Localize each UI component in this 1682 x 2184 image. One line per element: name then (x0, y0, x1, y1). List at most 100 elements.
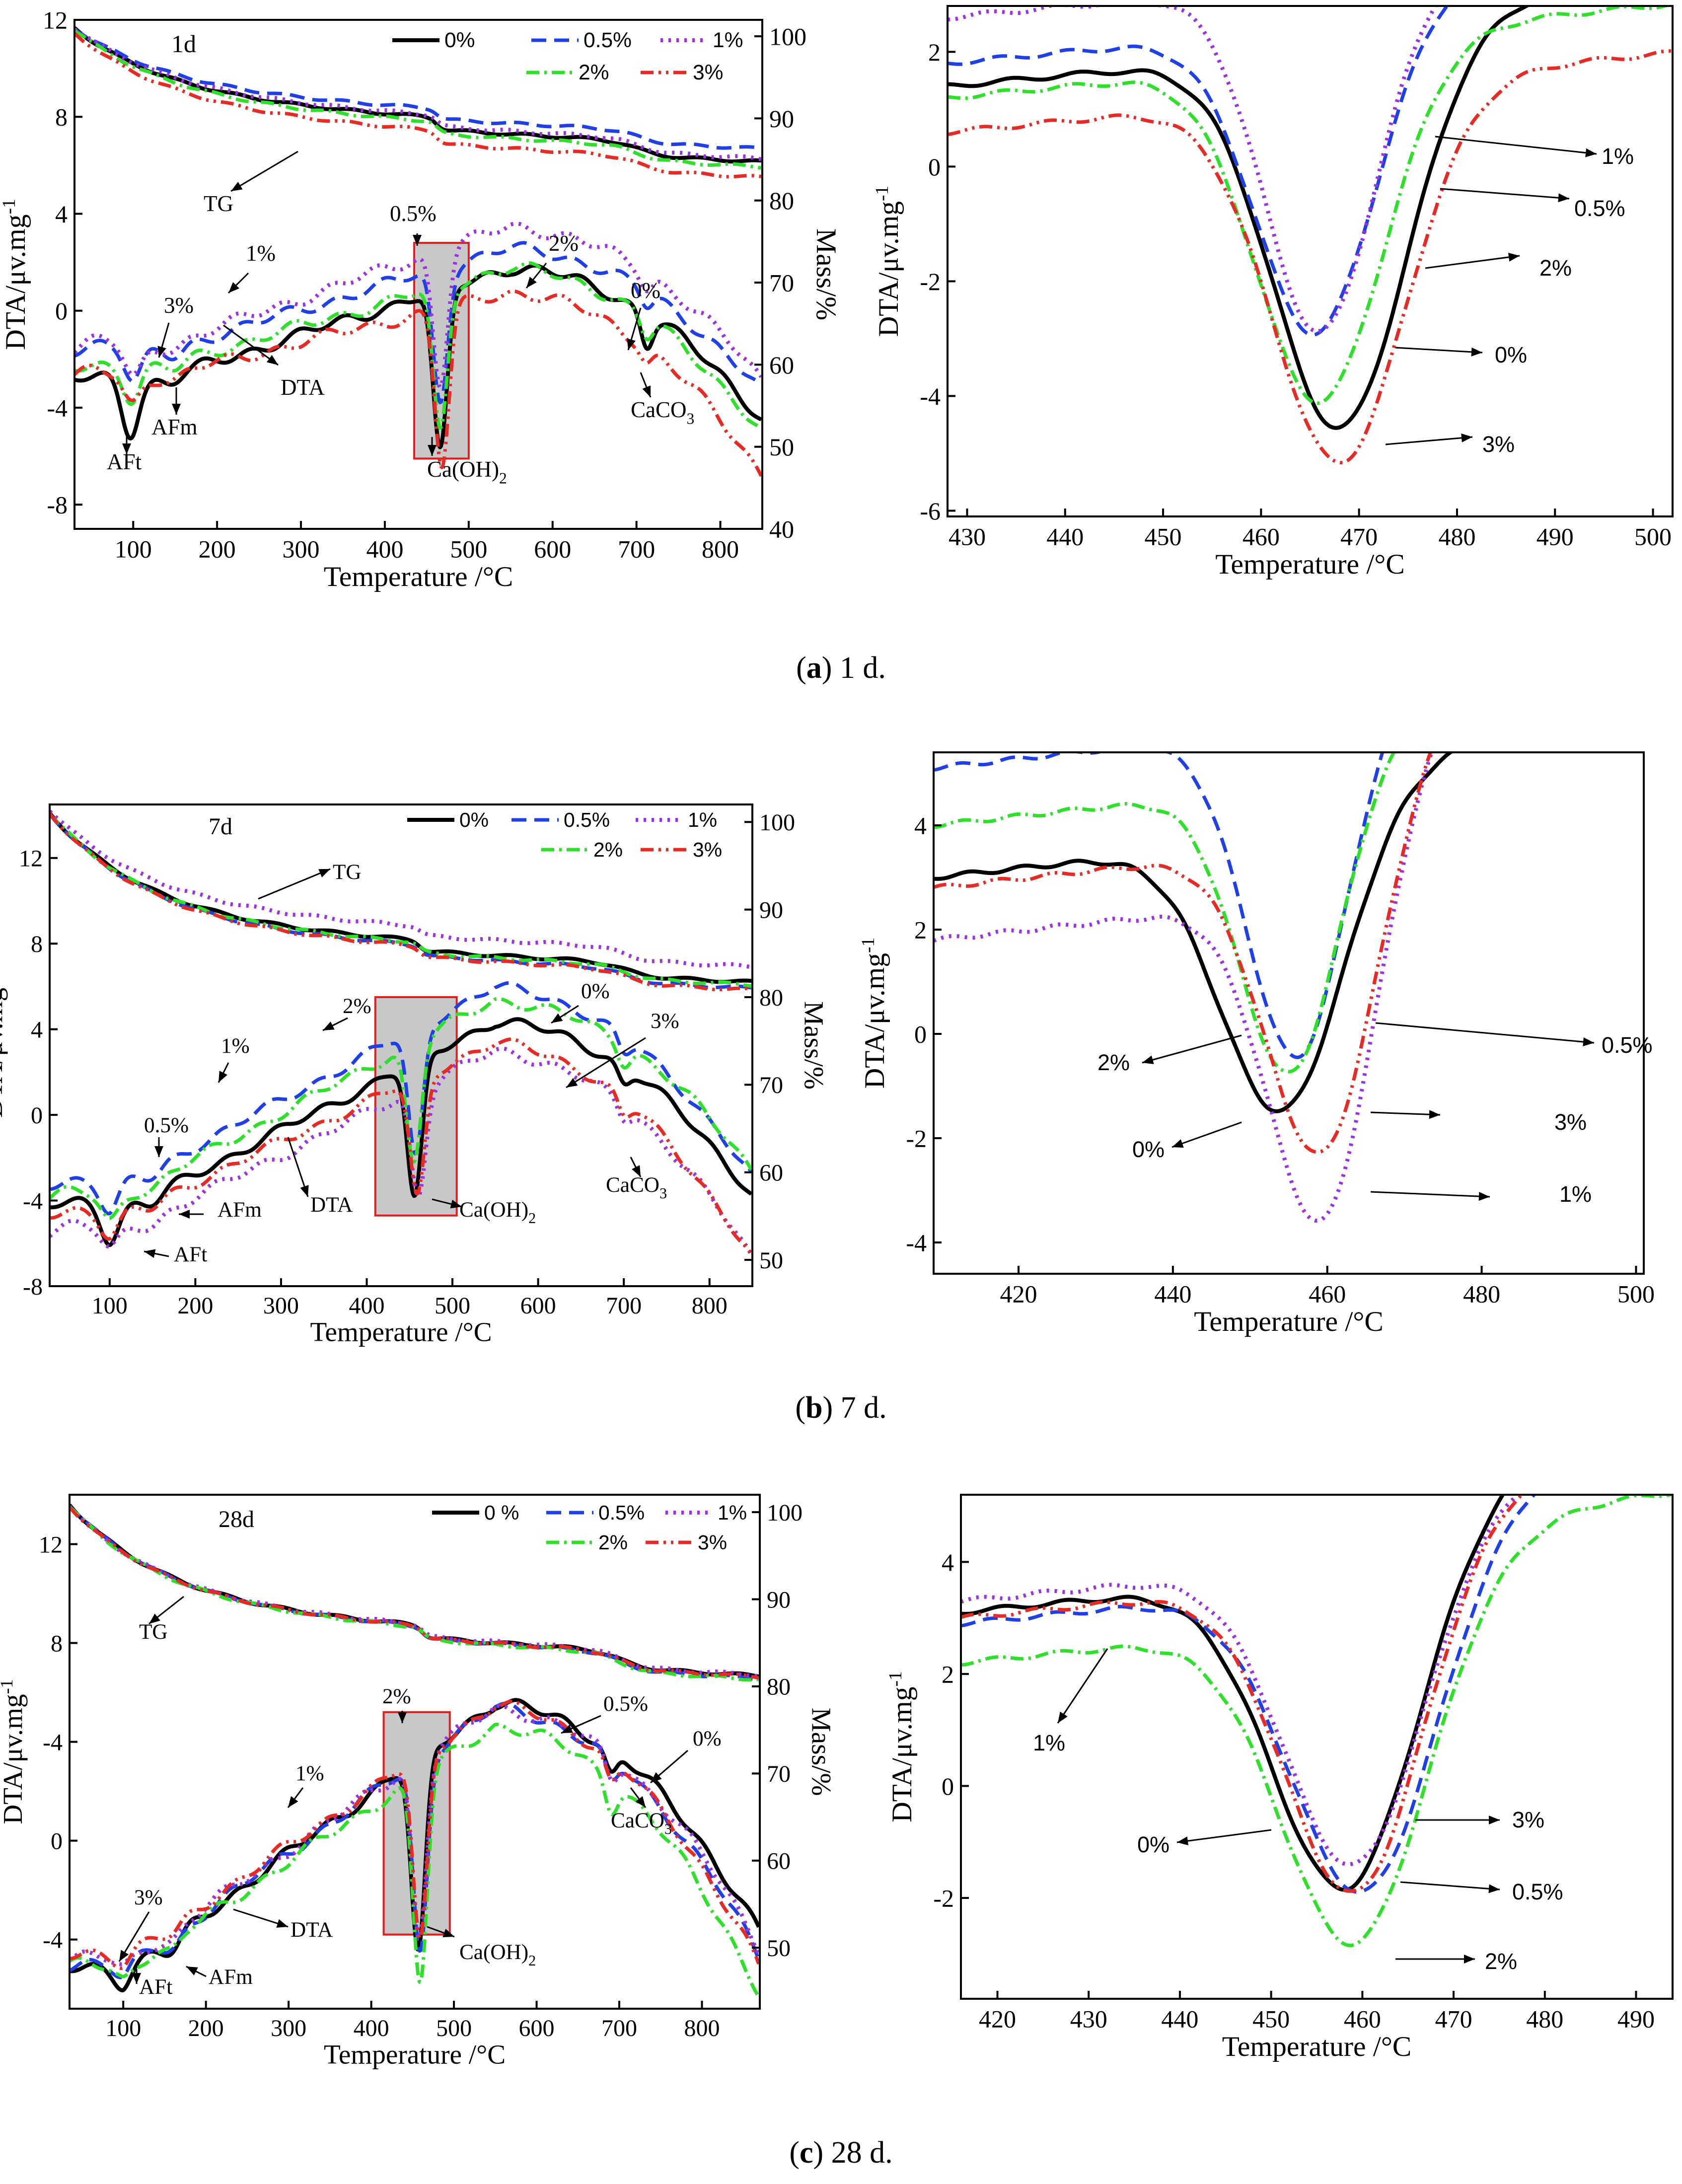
series-line-s3 (70, 1506, 760, 1680)
annotation-label: 3% (1482, 432, 1515, 457)
plot-frame (69, 1494, 761, 2010)
chart-title: 1d (171, 30, 196, 58)
annotation-label: 2% (549, 231, 579, 256)
legend-label: 2% (593, 838, 623, 861)
annotation-arrow (287, 1137, 309, 1197)
legend-label: 3% (698, 1531, 727, 1554)
y2-axis-label: Mass/% (799, 1001, 829, 1090)
annotation-arrow (551, 1005, 579, 1024)
y2-tick-label: 90 (769, 105, 794, 133)
chart-panel-b-main: 100 200 300 400 500 600 700 800 -8 -4 0 4 8 12 50 60 70 8… (0, 803, 829, 1347)
chart-title: 7d (209, 813, 232, 840)
series-line-s0 (934, 752, 1454, 1113)
annotation-arrow (118, 1911, 150, 1962)
series-line-s2 (70, 1505, 760, 1682)
annotation-arrow (413, 233, 422, 246)
annotation-arrow (186, 1966, 207, 1977)
annotation-label: Ca(OH)2 (459, 1941, 536, 1969)
annotation-arrow (640, 372, 652, 398)
annotation-label: 1% (295, 1762, 324, 1785)
x-tick-label: 480 (1463, 1280, 1500, 1308)
annotation-arrow (148, 1596, 184, 1625)
annotation-arrow (650, 1749, 688, 1784)
y-tick-label: -4 (43, 1729, 63, 1755)
series-group (961, 1495, 1673, 1948)
annotation-label: 0% (1137, 1832, 1170, 1857)
series-line-s2 (74, 29, 762, 170)
series-line-s1 (70, 1703, 760, 1966)
series-line-s2 (50, 997, 752, 1220)
y-tick-label: 2 (942, 1660, 954, 1688)
series-line-s05 (50, 981, 752, 1216)
x-axis-label: Temperature /°C (324, 561, 513, 592)
y-tick-label: -4 (906, 1229, 927, 1257)
highlight-region (374, 996, 458, 1217)
legend-label: 0% (459, 808, 489, 831)
annotation-label: AFt (174, 1243, 207, 1266)
y-axis-label: DTA/μv.mg-1 (858, 938, 890, 1089)
series-line-s3 (50, 1037, 752, 1255)
series-line-s0 (948, 6, 1531, 430)
annotation-arrow (1415, 1816, 1500, 1824)
annotation-label: 2% (1097, 1050, 1130, 1075)
y2-tick-label: 100 (759, 809, 795, 836)
y-tick-label: 4 (55, 200, 68, 228)
annotation-arrow (1171, 1121, 1242, 1148)
plot-frame (73, 19, 763, 530)
x-tick-label: 440 (1046, 523, 1084, 551)
y2-tick-label: 40 (769, 515, 794, 543)
series-line-s3 (961, 1495, 1524, 1893)
y2-tick-label: 90 (759, 897, 783, 923)
series-line-s1 (74, 27, 762, 161)
annotation-arrow (1440, 188, 1570, 203)
series-line-s05 (74, 27, 762, 150)
x-axis-label: Temperature /°C (1215, 549, 1404, 580)
plot-frame (947, 5, 1674, 517)
annotation-arrow (1370, 1110, 1441, 1119)
highlight-region (413, 242, 470, 460)
series-line-s05 (70, 1505, 760, 1682)
series-line-s3 (74, 289, 762, 477)
annotation-label: DTA (291, 1918, 333, 1942)
y-tick-label: 8 (55, 103, 68, 131)
annotation-arrow (525, 263, 547, 289)
x-tick-label: 460 (1309, 1280, 1346, 1308)
annotation-label: 0.5% (390, 201, 437, 226)
annotation-arrow (427, 1926, 455, 1938)
annotation-arrow (1395, 347, 1483, 357)
y-tick-label: 4 (942, 1548, 954, 1576)
annotation-label: 1% (1602, 144, 1634, 169)
annotation-arrow (230, 150, 298, 192)
y-tick-label: 8 (31, 931, 43, 957)
annotation-label: 0% (693, 1727, 722, 1750)
x-tick-label: 600 (520, 1293, 556, 1319)
chart-panel-a-zoom: 430 440 450 460 470 480 490 500 -6 -4 -2 0 2 Temperat… (872, 5, 1674, 580)
annotation-label: 3% (1554, 1109, 1587, 1135)
chart-panel-a-main: 100 200 300 400 500 600 700 800 -8 -4 0 4 8 12 40 50 60 7… (0, 6, 842, 593)
annotation-label: AFm (218, 1198, 262, 1222)
chart-panel-b-zoom: 420 440 460 480 500 -4 -2 0 2 4 Temperature /°C DTA… (858, 751, 1655, 1337)
annotation-label: TG (139, 1620, 168, 1644)
series-line-s0 (50, 811, 752, 984)
annotation-arrow (630, 1157, 642, 1177)
y2-tick-label: 50 (769, 433, 794, 461)
legend-label: 0.5% (564, 808, 610, 831)
series-line-s3 (50, 812, 752, 992)
caption-b: (b) 7 d. (795, 1391, 887, 1425)
annotation-label: 0.5% (1602, 1032, 1653, 1058)
x-tick-label: 440 (1154, 1280, 1191, 1308)
annotation-label: 0.5% (1574, 196, 1625, 221)
series-line-s2 (961, 1495, 1673, 1948)
x-tick-label: 430 (949, 523, 986, 551)
x-tick-label: 490 (1617, 2005, 1655, 2033)
caption-c: (c) 28 d. (789, 2136, 893, 2170)
annotation-label: DTA (281, 375, 325, 400)
x-tick-label: 400 (354, 2015, 389, 2041)
annotation-arrow (1385, 433, 1473, 445)
annotation-label: 3% (1512, 1807, 1544, 1832)
legend-label: 0 % (484, 1501, 519, 1524)
x-tick-label: 460 (1344, 2005, 1381, 2033)
annotation-label: AFm (209, 1966, 253, 1989)
y-tick-label: 0 (914, 1020, 927, 1048)
